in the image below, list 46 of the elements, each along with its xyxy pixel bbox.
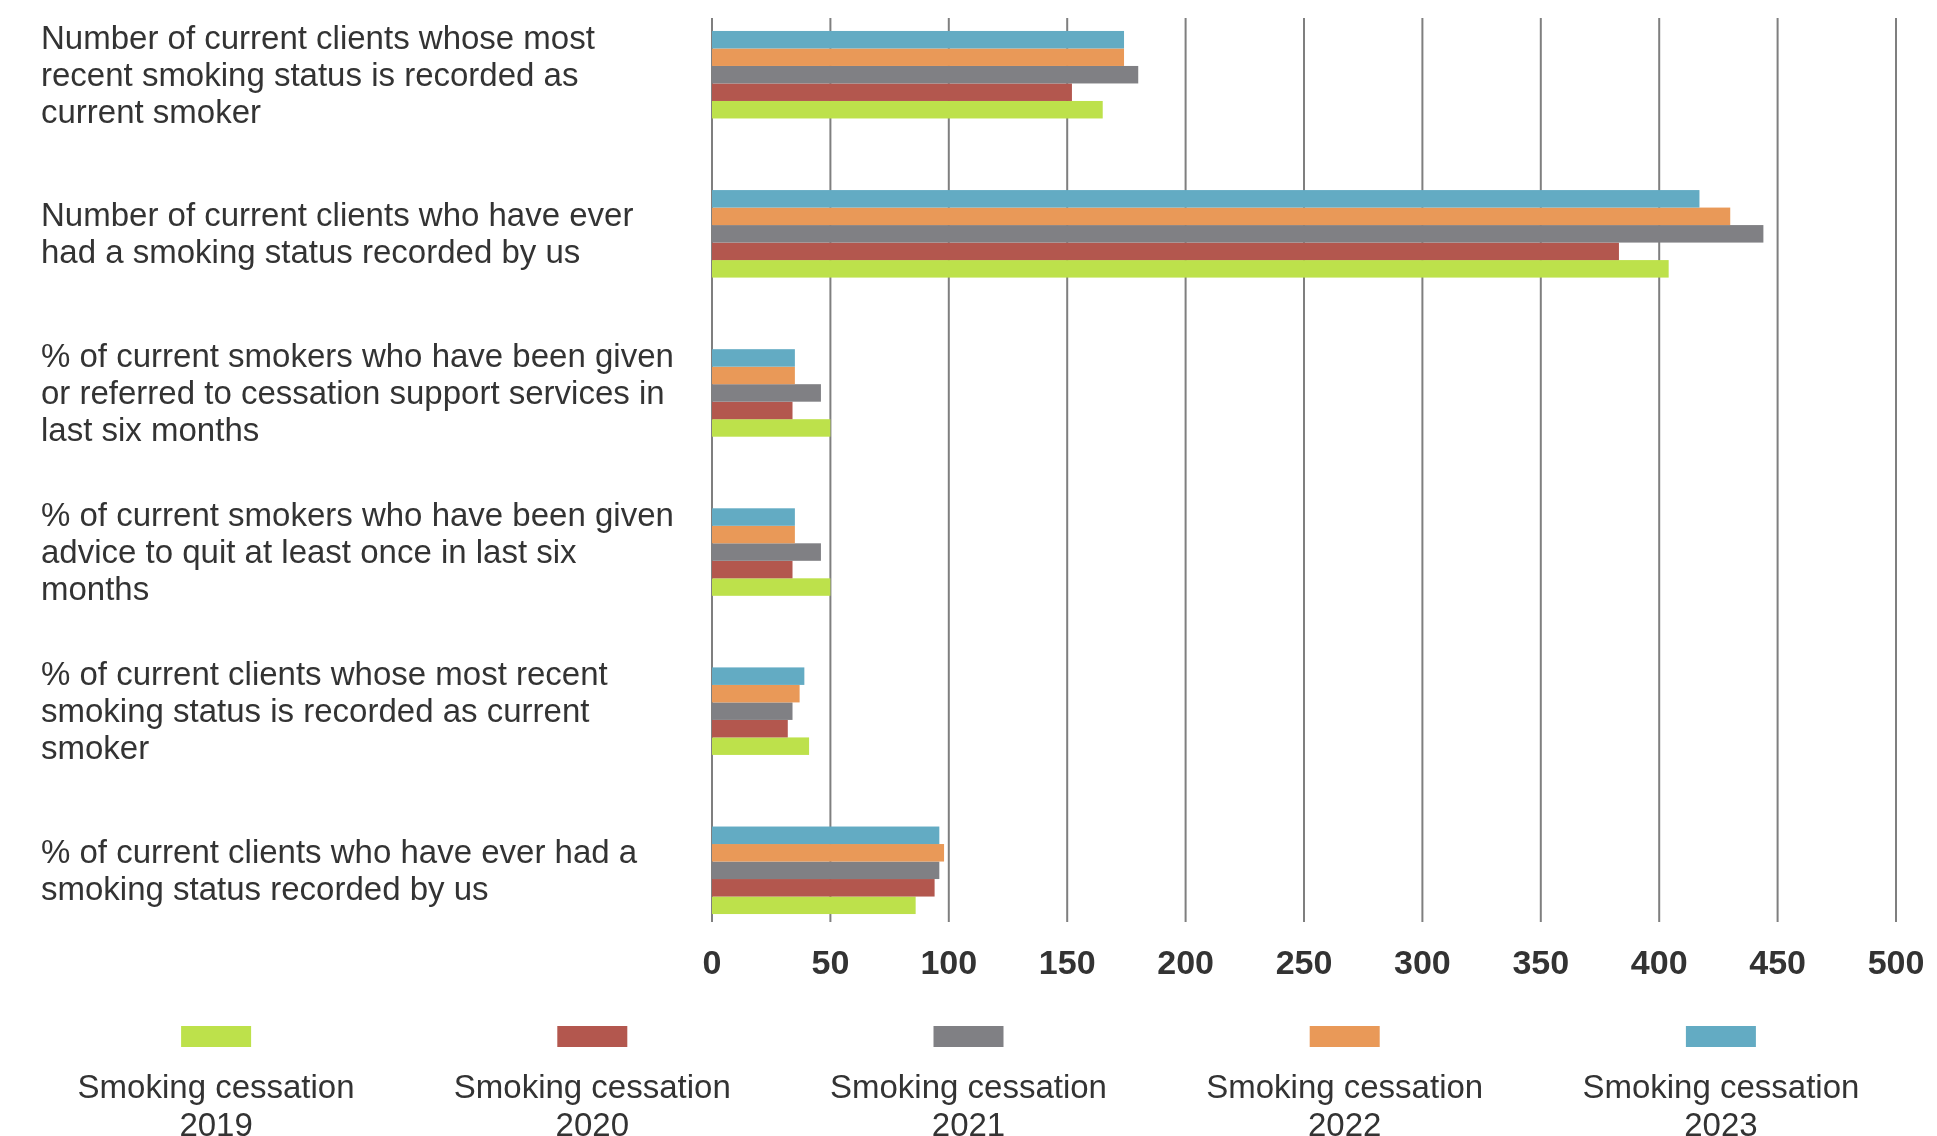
y-tick-label: % of current clients whose most recent smoking status is recorded as current smoker — [41, 655, 608, 767]
y-tick-label: Number of current clients who have ever had a smoking status recorded by us — [41, 196, 634, 271]
x-tick-label: 500 — [1867, 943, 1925, 981]
bar — [712, 844, 945, 862]
bar — [712, 508, 795, 526]
x-tick-label: 250 — [1275, 943, 1333, 981]
bar — [712, 30, 1125, 49]
bar — [712, 684, 800, 703]
x-tick-label: 0 — [702, 943, 722, 981]
bar — [712, 419, 831, 437]
x-tick-label: 150 — [1038, 943, 1096, 981]
y-tick-label: % of current smokers who have been given advice to quit at least once in last six months — [41, 496, 674, 608]
bar — [712, 667, 805, 685]
bar — [712, 190, 1700, 208]
bar — [712, 826, 940, 845]
bar — [712, 48, 1125, 66]
x-tick-label: 50 — [811, 943, 850, 981]
legend-label: Smoking cessation 2021 — [830, 1068, 1107, 1136]
legend-label: Smoking cessation 2019 — [77, 1068, 355, 1136]
bar — [712, 83, 1072, 101]
bar — [712, 366, 795, 385]
bar — [712, 207, 1731, 226]
x-tick-label: 300 — [1394, 943, 1451, 981]
bar — [712, 260, 1669, 278]
bar — [712, 879, 935, 897]
bar — [712, 100, 1103, 119]
bar — [712, 737, 810, 755]
x-tick-label: 450 — [1749, 943, 1806, 981]
x-tick-label: 350 — [1512, 943, 1570, 981]
bar — [712, 719, 788, 738]
y-tick-label: Number of current clients whose most recent smoking status is recorded as current smoker — [41, 18, 595, 130]
legend-label: Smoking cessation 2020 — [453, 1068, 731, 1136]
bar — [712, 896, 916, 915]
bar — [712, 578, 831, 596]
bar — [712, 525, 795, 544]
bar — [712, 560, 793, 579]
bar — [712, 349, 795, 367]
y-tick-label: % of current clients who have ever had a smoking status recorded by us — [41, 832, 638, 907]
legend-label: Smoking cessation 2023 — [1582, 1068, 1860, 1136]
bar — [712, 242, 1619, 261]
x-tick-label: 200 — [1157, 943, 1214, 981]
bar — [712, 401, 793, 420]
x-tick-label: 100 — [920, 943, 978, 981]
x-tick-label: 400 — [1630, 943, 1688, 981]
y-tick-label: % of current smokers who have been given or referred to cessation support services in last six months — [41, 336, 674, 448]
legend-label: Smoking cessation 2022 — [1206, 1068, 1484, 1136]
